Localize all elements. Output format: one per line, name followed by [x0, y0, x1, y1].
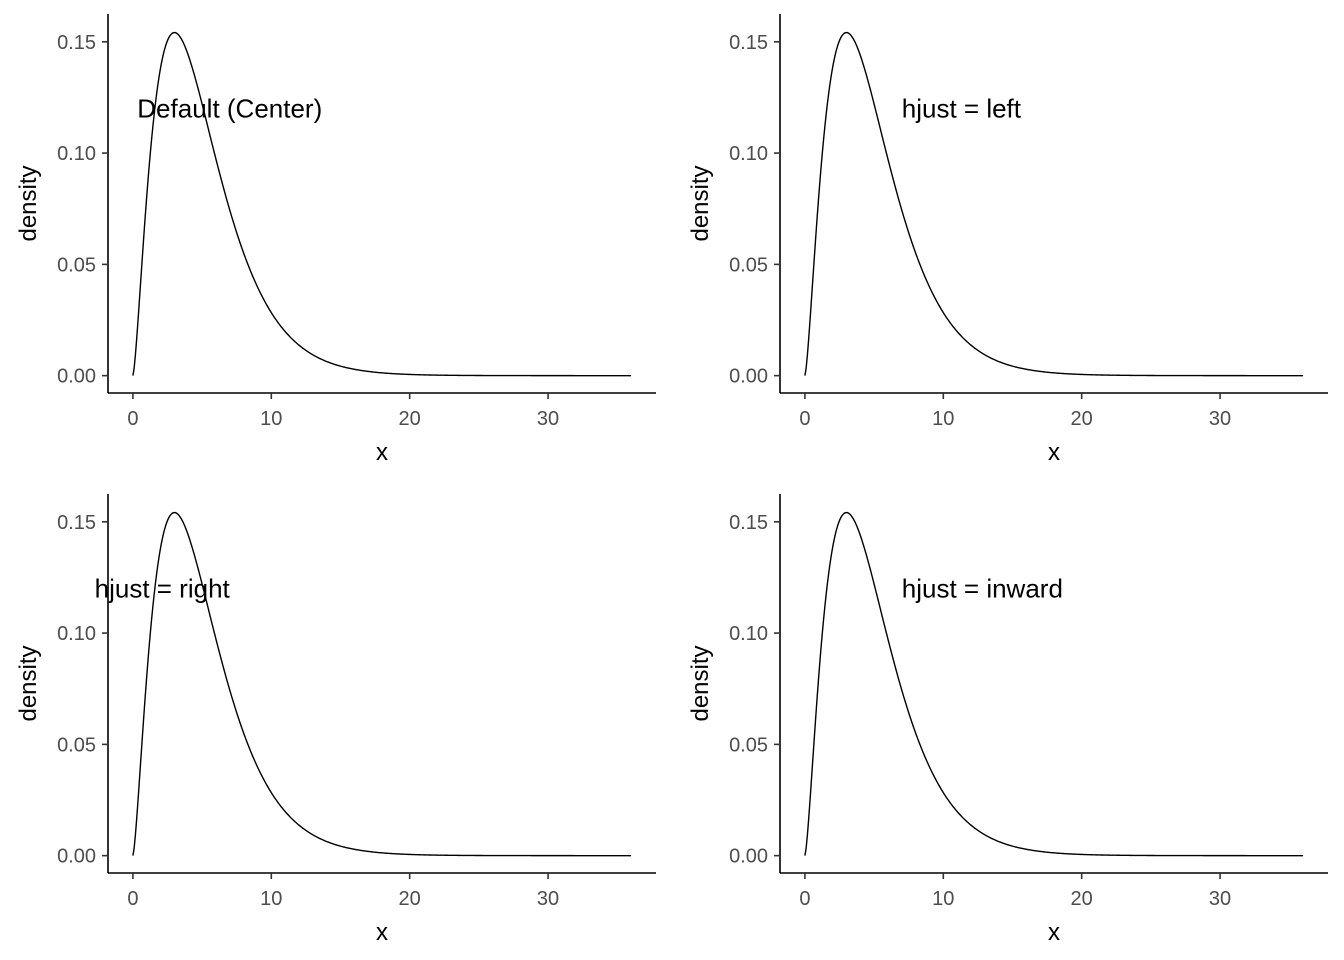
x-axis-title: x — [1048, 919, 1060, 946]
chart-panel-2: 0 10 20 30 0.00 0.05 0.10 0.15 x density hjust = l… — [687, 14, 1328, 466]
density-curve — [804, 511, 1304, 857]
y-tick-label: 0.00 — [57, 846, 96, 868]
y-axis-title: density — [15, 165, 42, 241]
x-tick-label: 10 — [260, 408, 282, 430]
x-tick-label: 30 — [1209, 408, 1231, 430]
density-curve — [804, 31, 1304, 377]
annotation-label: hjust = inward — [902, 574, 1063, 604]
x-tick-label: 10 — [932, 408, 954, 430]
y-tick-label: 0.05 — [57, 734, 96, 756]
y-tick-label: 0.15 — [729, 32, 768, 54]
density-curve — [132, 511, 632, 857]
x-axis-title: x — [1048, 439, 1060, 466]
y-tick-label: 0.05 — [729, 254, 768, 276]
y-tick-label: 0.10 — [57, 143, 96, 165]
x-tick-label: 20 — [1071, 888, 1093, 910]
chart-panel-3: 0 10 20 30 0.00 0.05 0.10 0.15 x density hjust = r… — [15, 494, 656, 946]
y-tick-label: 0.00 — [57, 366, 96, 388]
y-tick-label: 0.00 — [729, 366, 768, 388]
annotation-label: hjust = right — [95, 574, 231, 604]
annotation-label: Default (Center) — [137, 94, 322, 124]
y-tick-label: 0.15 — [729, 512, 768, 534]
x-tick-label: 0 — [127, 888, 138, 910]
x-axis-title: x — [376, 439, 388, 466]
x-tick-label: 10 — [932, 888, 954, 910]
x-tick-label: 0 — [799, 888, 810, 910]
x-tick-label: 20 — [1071, 408, 1093, 430]
y-axis-title: density — [687, 165, 714, 241]
x-tick-label: 30 — [1209, 888, 1231, 910]
y-tick-label: 0.05 — [729, 734, 768, 756]
y-tick-label: 0.10 — [57, 623, 96, 645]
y-axis-title: density — [15, 645, 42, 721]
x-tick-label: 0 — [127, 408, 138, 430]
chart-panel-4: 0 10 20 30 0.00 0.05 0.10 0.15 x density hjust = i… — [687, 494, 1328, 946]
x-tick-label: 30 — [537, 408, 559, 430]
y-axis-title: density — [687, 645, 714, 721]
y-tick-label: 0.10 — [729, 623, 768, 645]
x-tick-label: 20 — [399, 408, 421, 430]
y-tick-label: 0.10 — [729, 143, 768, 165]
x-axis-title: x — [376, 919, 388, 946]
x-tick-label: 0 — [799, 408, 810, 430]
y-tick-label: 0.15 — [57, 32, 96, 54]
x-tick-label: 20 — [399, 888, 421, 910]
x-tick-label: 10 — [260, 888, 282, 910]
chart-panel-1: 0 10 20 30 0.00 0.05 0.10 0.15 x density Default (… — [15, 14, 656, 466]
y-tick-label: 0.05 — [57, 254, 96, 276]
annotation-label: hjust = left — [902, 94, 1022, 124]
x-tick-label: 30 — [537, 888, 559, 910]
y-tick-label: 0.15 — [57, 512, 96, 534]
density-curve — [132, 31, 632, 377]
y-tick-label: 0.00 — [729, 846, 768, 868]
